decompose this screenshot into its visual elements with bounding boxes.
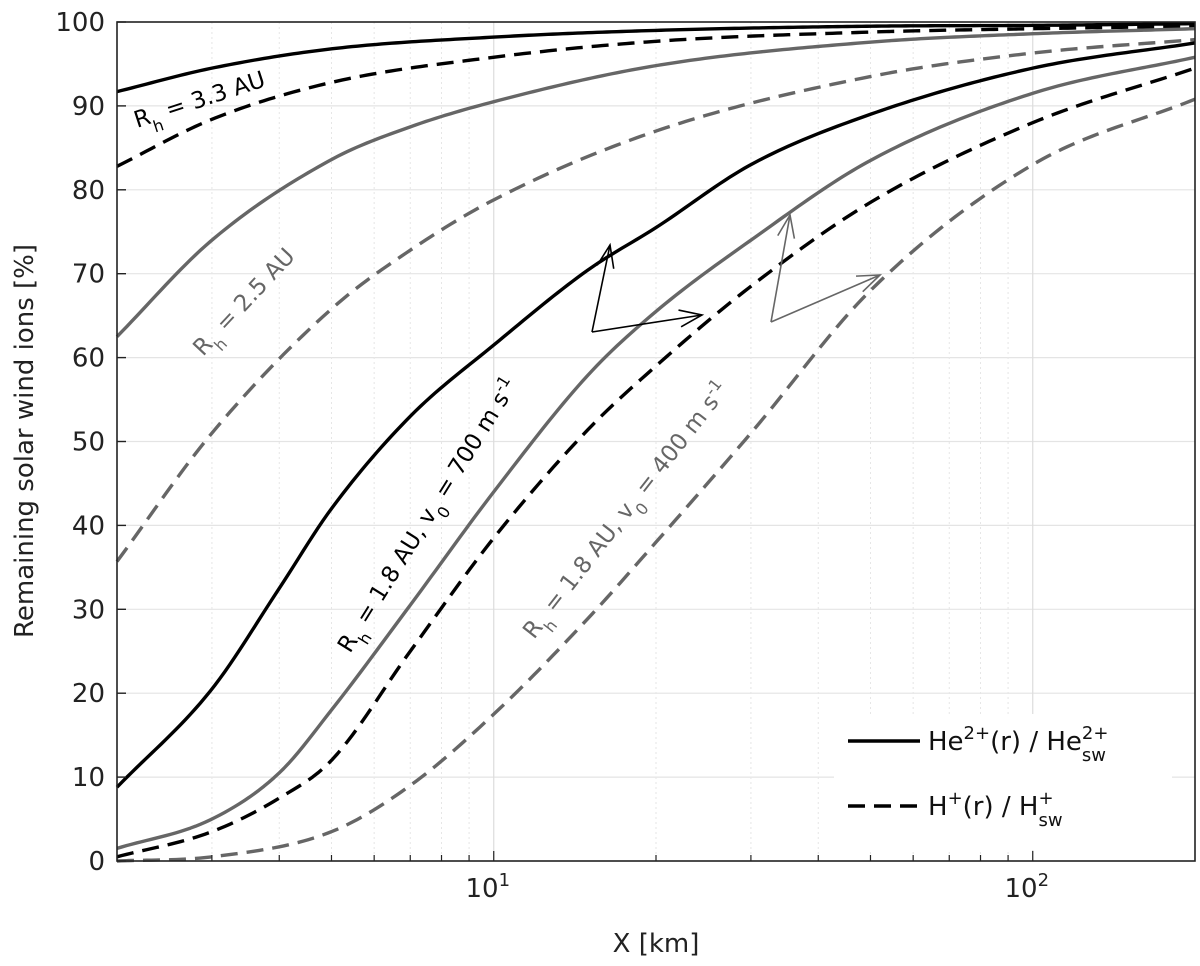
arrow-black-dashed <box>591 314 703 333</box>
y-tick-label: 40 <box>72 511 105 541</box>
series-line-6 <box>116 66 1196 859</box>
y-tick-label: 10 <box>72 763 105 793</box>
arrow-black-solid-head <box>596 242 615 269</box>
y-tick-label: 70 <box>72 260 105 290</box>
series-layer <box>115 21 1196 863</box>
series-line-1 <box>116 21 1196 94</box>
legend-label-dashed: H+(r) / H+ sw <box>928 788 1063 831</box>
axis-ticks: 0 10 20 30 40 50 60 70 80 90 100 101 102 <box>55 8 1049 904</box>
y-tick-label: 30 <box>72 595 105 625</box>
y-axis-title: Remaining solar wind ions [%] <box>10 244 40 638</box>
legend-box <box>834 714 1172 850</box>
y-tick-label: 80 <box>72 176 105 206</box>
legend-label-solid: He2+(r) / He2+ sw <box>928 723 1108 766</box>
x-axis-title: X [km] <box>613 929 700 959</box>
series-line-8 <box>116 97 1196 863</box>
arrow-black-solid <box>591 244 611 333</box>
x-tick-label: 101 <box>465 870 510 904</box>
arrow-gray-solid-head <box>777 212 796 239</box>
series-line-2 <box>116 24 1196 168</box>
arrow-black-dashed-head <box>678 309 705 328</box>
series-line-4 <box>115 37 1196 563</box>
y-tick-label: 20 <box>72 679 105 709</box>
y-tick-label: 90 <box>72 92 105 122</box>
y-tick-label: 0 <box>88 847 105 877</box>
arrow-gray-dashed-head <box>855 274 883 293</box>
x-tick-label: 102 <box>1004 870 1049 904</box>
legend: He2+(r) / He2+ sw H+(r) / H+ sw <box>834 714 1172 850</box>
arrow-gray-dashed <box>770 274 881 323</box>
y-tick-label: 50 <box>72 428 105 458</box>
y-tick-label: 60 <box>72 344 105 374</box>
y-tick-label: 100 <box>55 8 105 38</box>
series-line-3 <box>115 27 1196 338</box>
series-line-7 <box>116 55 1196 851</box>
arrow-gray-solid <box>770 214 791 323</box>
series-line-5 <box>115 41 1196 789</box>
